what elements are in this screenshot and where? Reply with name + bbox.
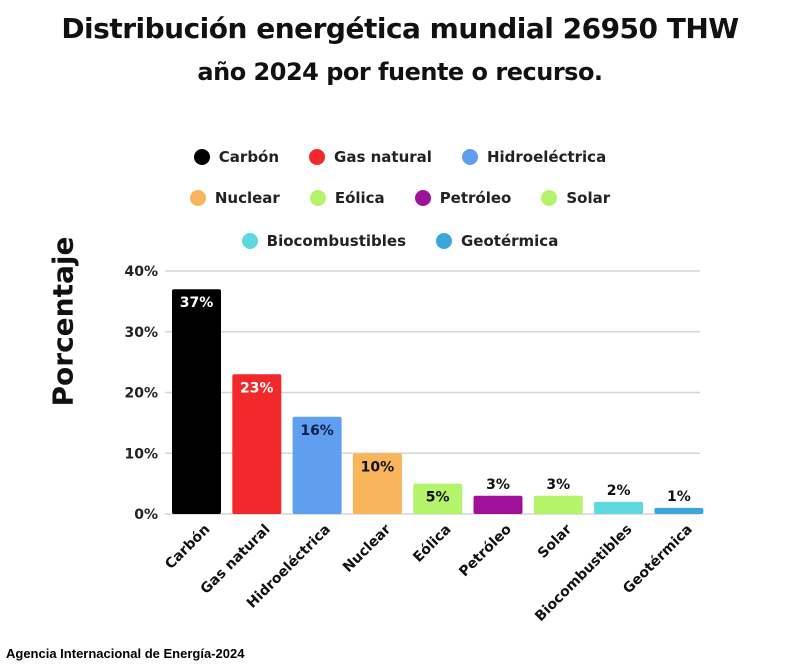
legend-row: Nuclear Eólica Petróleo Solar [0,189,800,207]
legend-item: Nuclear [189,189,280,207]
legend-item: Hidroeléctrica [461,148,607,166]
y-tick-label: 10% [124,446,158,462]
data-label: 5% [426,490,450,506]
y-tick-label: 40% [124,264,158,280]
legend-label: Gas natural [334,148,432,166]
legend-item: Eólica [309,189,385,207]
bar [292,416,342,514]
legend-swatch [309,190,326,206]
legend-swatch [189,190,206,206]
bar [232,374,282,514]
legend-label: Hidroeléctrica [486,148,607,166]
x-tick-label: Solar [535,521,575,561]
data-label: 3% [546,477,570,493]
legend-label: Geotérmica [461,232,559,250]
legend-item: Solar [541,189,610,207]
x-tick-label: Carbón [162,522,213,573]
data-label: 10% [361,459,395,475]
data-label: 23% [240,380,274,396]
bar [172,289,221,514]
data-label: 37% [180,295,214,311]
legend-label: Nuclear [214,189,280,207]
bar [594,501,644,514]
x-tick-label: Nuclear [340,521,394,575]
legend-item: Petróleo [414,189,512,207]
data-label: 2% [607,483,631,499]
legend-swatch [414,190,431,206]
legend-swatch [541,190,558,206]
chart-title: Distribución energética mundial 26950 TH… [61,12,739,45]
legend-item: Gas natural [309,148,432,166]
y-tick-label: 30% [124,325,158,341]
legend-item: Geotérmica [436,232,558,250]
bar [352,453,402,514]
legend-label: Petróleo [439,189,512,207]
bar [533,495,583,514]
legend-item: Carbón [193,148,280,166]
bar [654,507,704,514]
legend-row: Carbón Gas natural Hidroeléctrica [0,148,800,166]
legend-swatch [461,149,478,165]
legend-label: Biocombustibles [266,232,406,250]
legend-row: Biocombustibles Geotérmica [0,232,800,250]
chart-subtitle: año 2024 por fuente o recurso. [197,58,603,86]
legend-label: Carbón [218,148,280,166]
bar [413,483,463,514]
legend-swatch [436,233,452,249]
y-tick-label: 20% [124,386,158,402]
source-note: Agencia Internacional de Energía-2024 [6,646,245,661]
legend-item: Biocombustibles [241,232,406,250]
data-label: 16% [300,423,334,439]
legend-label: Solar [566,189,611,207]
bar [473,495,523,514]
data-label: 3% [486,477,510,493]
legend-label: Eólica [334,189,385,207]
legend-swatch [241,233,258,249]
data-label: 1% [667,489,691,505]
x-tick-label: Petróleo [456,521,515,580]
x-tick-label: Eólica [410,522,454,566]
legend-swatch [193,149,210,165]
legend-swatch [309,149,326,165]
y-tick-label: 0% [134,507,158,523]
